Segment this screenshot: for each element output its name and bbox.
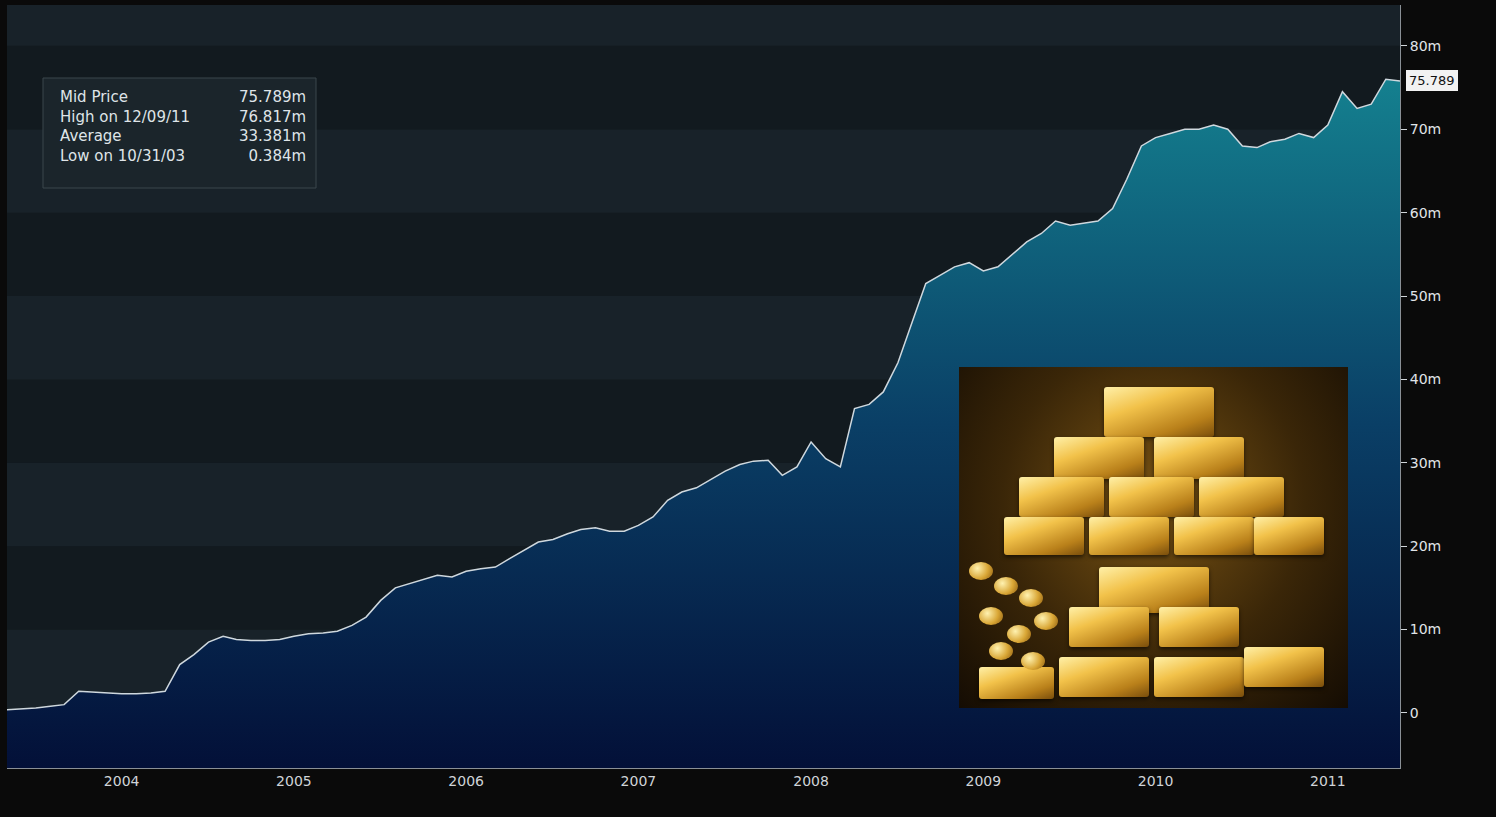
svg-text:40m: 40m <box>1410 371 1441 387</box>
svg-text:10m: 10m <box>1410 621 1441 637</box>
svg-text:0: 0 <box>1410 705 1419 721</box>
svg-text:30m: 30m <box>1410 455 1441 471</box>
svg-text:2005: 2005 <box>276 773 312 789</box>
svg-text:60m: 60m <box>1410 205 1441 221</box>
svg-text:2010: 2010 <box>1138 773 1174 789</box>
svg-text:2004: 2004 <box>104 773 140 789</box>
svg-text:2007: 2007 <box>621 773 657 789</box>
svg-text:2009: 2009 <box>966 773 1002 789</box>
svg-text:70m: 70m <box>1410 121 1441 137</box>
svg-text:20m: 20m <box>1410 538 1441 554</box>
svg-text:2008: 2008 <box>793 773 829 789</box>
svg-text:2011: 2011 <box>1310 773 1346 789</box>
svg-text:75.789: 75.789 <box>1409 73 1455 88</box>
svg-text:50m: 50m <box>1410 288 1441 304</box>
svg-text:2006: 2006 <box>448 773 484 789</box>
svg-text:75.789m76.817m33.381m0.384m: 75.789m76.817m33.381m0.384m <box>239 88 306 165</box>
svg-text:Mid PriceHigh on 12/09/11Avera: Mid PriceHigh on 12/09/11AverageLow on 1… <box>60 88 190 165</box>
svg-text:80m: 80m <box>1410 38 1441 54</box>
